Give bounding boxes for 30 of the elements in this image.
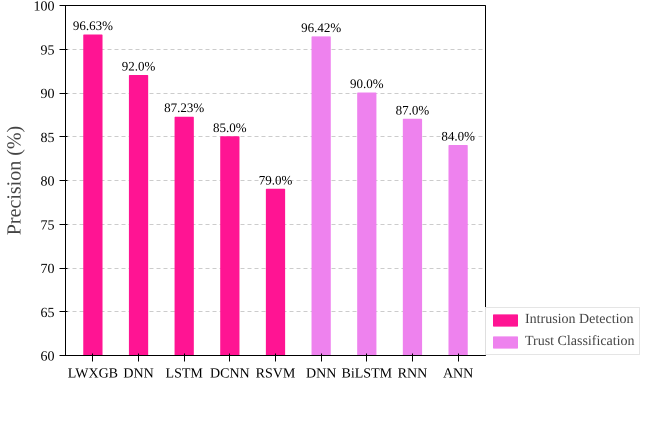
y-tick-label: 80 (40, 174, 54, 190)
x-tick-label: DCNN (210, 366, 250, 382)
data-label: 84.0% (441, 128, 476, 144)
x-tick-label: ANN (442, 366, 474, 382)
x-tick-label: BiLSTM (342, 366, 393, 382)
data-label: 79.0% (258, 172, 292, 188)
y-tick-label: 90 (40, 87, 54, 102)
x-tick-label: LWXGB (68, 366, 118, 382)
data-label: 96.42% (301, 20, 342, 35)
y-tick-label: 60 (40, 350, 54, 364)
x-tick-label: RSVM (256, 366, 296, 382)
x-tick-label: DNN (306, 366, 336, 382)
x-tick-label: LSTM (166, 366, 204, 382)
y-tick-label: 65 (40, 306, 54, 321)
y-tick-label: 95 (40, 43, 54, 58)
data-label: 96.63% (72, 18, 114, 33)
y-tick-label: 100 (34, 0, 54, 14)
y-tick-label: 85 (40, 130, 54, 146)
x-tick-label: RNN (398, 366, 428, 382)
data-label: 87.23% (164, 100, 204, 116)
data-label: 90.0% (350, 76, 384, 91)
x-tick-label: DNN (123, 366, 154, 382)
y-tick-label: 75 (40, 218, 54, 234)
legend-label: Intrusion Detection (525, 312, 634, 328)
legend-label: Trust Classification (525, 334, 635, 350)
data-label: 87.0% (396, 102, 430, 118)
data-label: 85.0% (213, 120, 247, 135)
y-axis-title: Precision (%) (4, 126, 26, 236)
data-label: 92.0% (122, 58, 156, 74)
y-tick-label: 70 (40, 262, 54, 277)
